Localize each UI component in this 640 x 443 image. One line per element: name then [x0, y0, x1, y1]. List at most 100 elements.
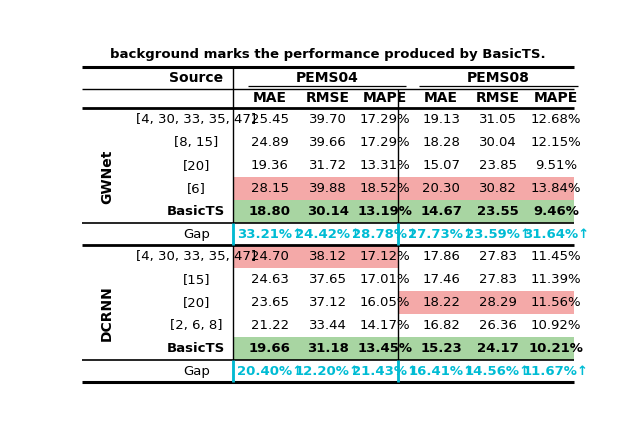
Text: 9.46%: 9.46%: [533, 205, 579, 218]
Text: 21.22: 21.22: [251, 319, 289, 332]
Text: 9.51%: 9.51%: [535, 159, 577, 172]
Bar: [397, 291, 575, 314]
Text: 33.44: 33.44: [309, 319, 347, 332]
Text: 26.36: 26.36: [479, 319, 516, 332]
Text: 24.89: 24.89: [251, 136, 289, 149]
Bar: [233, 337, 397, 361]
Text: 39.88: 39.88: [309, 182, 347, 195]
Text: BasicTS: BasicTS: [167, 205, 225, 218]
Text: 39.66: 39.66: [309, 136, 347, 149]
Text: 17.29%: 17.29%: [359, 136, 410, 149]
Text: 33.21%↑: 33.21%↑: [237, 228, 303, 241]
Text: Gap: Gap: [183, 228, 210, 241]
Text: 31.18: 31.18: [307, 342, 349, 355]
Text: 16.41%↑: 16.41%↑: [408, 365, 474, 378]
Text: [20]: [20]: [182, 296, 210, 309]
Text: 23.59%↑: 23.59%↑: [465, 228, 531, 241]
Text: [8, 15]: [8, 15]: [174, 136, 218, 149]
Text: 18.80: 18.80: [249, 205, 291, 218]
Text: 30.82: 30.82: [479, 182, 516, 195]
Text: 13.45%: 13.45%: [357, 342, 412, 355]
Text: 23.85: 23.85: [479, 159, 516, 172]
Text: 11.39%: 11.39%: [531, 273, 581, 286]
Text: 27.83: 27.83: [479, 273, 516, 286]
Text: 31.05: 31.05: [479, 113, 516, 126]
Text: 24.42%↑: 24.42%↑: [295, 228, 361, 241]
Text: 14.56%↑: 14.56%↑: [465, 365, 531, 378]
Text: 24.63: 24.63: [251, 273, 289, 286]
Text: 38.12: 38.12: [309, 250, 347, 263]
Text: 13.31%: 13.31%: [359, 159, 410, 172]
Text: 27.73%↑: 27.73%↑: [408, 228, 474, 241]
Text: 12.20%↑: 12.20%↑: [295, 365, 361, 378]
Text: DCRNN: DCRNN: [100, 286, 114, 341]
Text: PEMS04: PEMS04: [296, 71, 358, 85]
Text: 14.67: 14.67: [420, 205, 462, 218]
Text: 23.65: 23.65: [251, 296, 289, 309]
Text: 28.15: 28.15: [251, 182, 289, 195]
Text: 28.29: 28.29: [479, 296, 516, 309]
Text: 16.05%: 16.05%: [359, 296, 410, 309]
Text: 25.45: 25.45: [251, 113, 289, 126]
Text: 11.56%: 11.56%: [531, 296, 581, 309]
Text: 37.65: 37.65: [309, 273, 347, 286]
Bar: [397, 177, 575, 200]
Bar: [233, 177, 397, 200]
Text: 12.15%: 12.15%: [531, 136, 581, 149]
Text: 17.29%: 17.29%: [359, 113, 410, 126]
Text: 10.92%: 10.92%: [531, 319, 581, 332]
Text: 18.22: 18.22: [422, 296, 460, 309]
Text: 21.43%↑: 21.43%↑: [351, 365, 418, 378]
Text: 13.19%: 13.19%: [357, 205, 412, 218]
Text: [6]: [6]: [187, 182, 205, 195]
Text: BasicTS: BasicTS: [167, 342, 225, 355]
Text: [15]: [15]: [182, 273, 210, 286]
Bar: [233, 245, 397, 268]
Text: 18.52%: 18.52%: [359, 182, 410, 195]
Text: 23.55: 23.55: [477, 205, 518, 218]
Text: Gap: Gap: [183, 365, 210, 378]
Text: 15.07: 15.07: [422, 159, 460, 172]
Text: 19.36: 19.36: [251, 159, 289, 172]
Text: background marks the performance produced by BasicTS.: background marks the performance produce…: [110, 48, 546, 61]
Text: 13.84%: 13.84%: [531, 182, 581, 195]
Text: 31.72: 31.72: [309, 159, 347, 172]
Text: GWNet: GWNet: [100, 149, 114, 203]
Text: 19.66: 19.66: [249, 342, 291, 355]
Bar: [397, 200, 575, 223]
Text: MAE: MAE: [253, 91, 287, 105]
Bar: [397, 337, 575, 361]
Text: RMSE: RMSE: [476, 91, 520, 105]
Text: PEMS08: PEMS08: [467, 71, 530, 85]
Text: Source: Source: [169, 71, 223, 85]
Text: 37.12: 37.12: [309, 296, 347, 309]
Text: 15.23: 15.23: [420, 342, 462, 355]
Text: [4, 30, 33, 35, 47]: [4, 30, 33, 35, 47]: [136, 113, 256, 126]
Text: RMSE: RMSE: [306, 91, 350, 105]
Bar: [233, 200, 397, 223]
Text: 17.46: 17.46: [422, 273, 460, 286]
Text: MAPE: MAPE: [534, 91, 578, 105]
Text: MAE: MAE: [424, 91, 458, 105]
Text: 11.45%: 11.45%: [531, 250, 581, 263]
Text: 17.86: 17.86: [422, 250, 460, 263]
Text: 20.30: 20.30: [422, 182, 460, 195]
Text: 11.67%↑: 11.67%↑: [523, 365, 589, 378]
Text: 28.78%↑: 28.78%↑: [351, 228, 418, 241]
Text: 12.68%: 12.68%: [531, 113, 581, 126]
Text: 31.64%↑: 31.64%↑: [523, 228, 589, 241]
Text: 27.83: 27.83: [479, 250, 516, 263]
Text: 24.70: 24.70: [251, 250, 289, 263]
Text: 16.82: 16.82: [422, 319, 460, 332]
Text: MAPE: MAPE: [362, 91, 406, 105]
Text: 20.40%↑: 20.40%↑: [237, 365, 303, 378]
Text: [2, 6, 8]: [2, 6, 8]: [170, 319, 223, 332]
Text: 19.13: 19.13: [422, 113, 460, 126]
Text: [4, 30, 33, 35, 47]: [4, 30, 33, 35, 47]: [136, 250, 256, 263]
Text: 30.14: 30.14: [307, 205, 349, 218]
Text: 17.01%: 17.01%: [359, 273, 410, 286]
Text: 39.70: 39.70: [309, 113, 347, 126]
Text: 24.17: 24.17: [477, 342, 518, 355]
Text: 17.12%: 17.12%: [359, 250, 410, 263]
Text: 18.28: 18.28: [422, 136, 460, 149]
